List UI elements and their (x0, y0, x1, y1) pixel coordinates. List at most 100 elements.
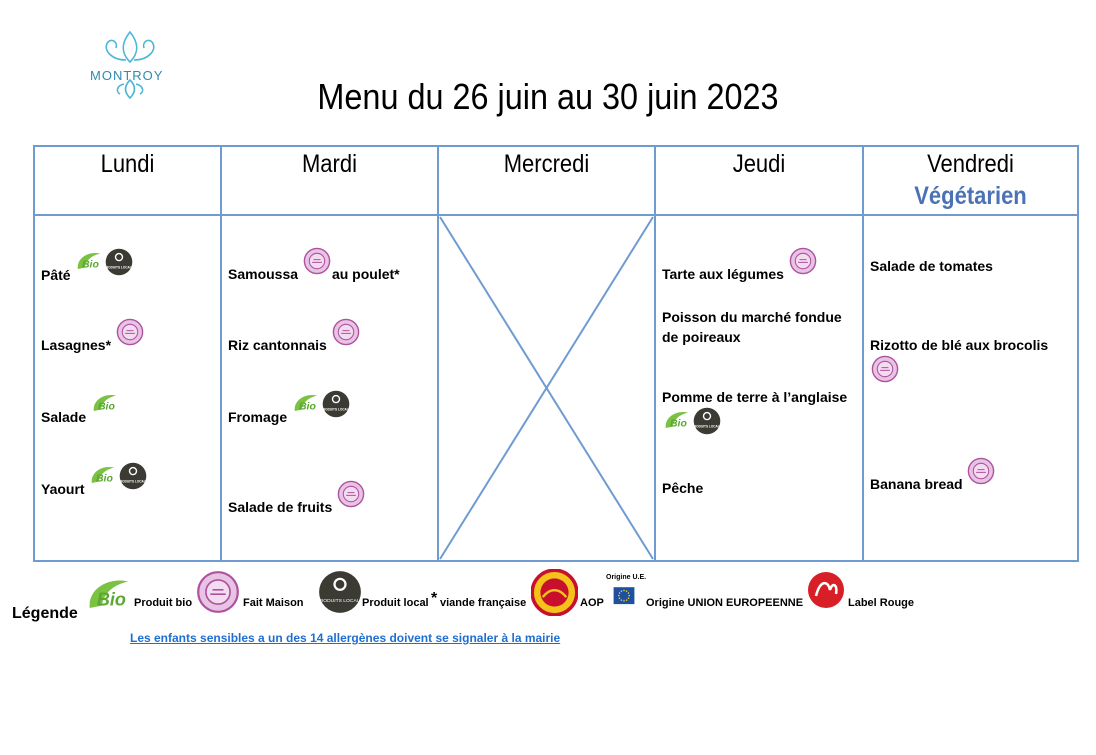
bio-icon: Bio (78, 252, 101, 271)
figure (115, 252, 124, 262)
day-name: Lundi (100, 150, 155, 178)
local-icon: PRODUITS LOCAUX (692, 407, 723, 435)
menu-item: Poisson du marché fondue de poireaux (662, 307, 856, 347)
star (620, 590, 623, 592)
day-subtitle: Végétarien (914, 182, 1027, 210)
hat (976, 469, 987, 473)
inner (121, 323, 139, 341)
table-border (33, 145, 1079, 562)
local-icon: PRODUITS LOCAUX (321, 390, 352, 418)
badge-text: Bio (96, 473, 114, 485)
disc (808, 572, 844, 608)
badge-text: Bio (97, 590, 126, 610)
hat (210, 588, 226, 596)
dish-text: Rizotto de blé aux brocolis (870, 337, 1049, 353)
label-rouge-icon (808, 572, 844, 608)
fait-maison-icon (789, 247, 817, 275)
star (618, 594, 620, 597)
day-name: Mercredi (503, 150, 590, 178)
inner (794, 252, 812, 270)
dish-text: Fromage (228, 409, 288, 425)
local-icon: PRODUITS LOCAUX (318, 571, 362, 613)
menu-item: Pêche (662, 478, 856, 498)
dish-text: Lasagnes* (41, 337, 112, 353)
hat (125, 330, 135, 334)
star (618, 597, 621, 600)
inner (205, 579, 231, 605)
star (623, 589, 625, 592)
leaf (294, 394, 318, 411)
bio-icon: Bio (665, 411, 689, 430)
fait-maison-icon (197, 571, 239, 613)
badge-text: Bio (82, 259, 100, 271)
menu-item: Riz cantonnais (228, 318, 431, 355)
leaf (665, 411, 689, 428)
hat (880, 367, 890, 371)
badge-text: PRODUITS LOCAUX (322, 407, 350, 411)
inner (308, 252, 326, 270)
day-name: Jeudi (732, 150, 786, 178)
menu-item: Salade Bio (41, 390, 214, 427)
bio-icon: Bio (92, 466, 115, 485)
badge-text: PRODUITS LOCAUX (105, 265, 133, 269)
inner (540, 578, 569, 607)
menu-item: Tarte aux légumes (662, 247, 856, 284)
fait-maison-icon (303, 247, 331, 275)
local-icon: PRODUITS LOCAUX (104, 248, 136, 276)
dish-text: Tarte aux légumes (662, 266, 784, 282)
star (625, 599, 628, 601)
disc (319, 571, 361, 613)
disc (322, 390, 350, 418)
badge-text: Bio (98, 401, 116, 413)
badge-text: Bio (299, 401, 317, 413)
hat (312, 259, 322, 263)
inner (337, 323, 354, 341)
fait-maison-icon (337, 480, 365, 508)
inner (973, 462, 990, 480)
allergen-notice[interactable]: Les enfants sensibles a un des 14 allerg… (130, 631, 561, 645)
disc (106, 248, 133, 276)
legend-title: Légende (12, 605, 78, 622)
legend-label: Origine UNION EUROPEENNE (646, 597, 804, 609)
dish-text: Pomme de terre à l’anglaise (662, 389, 848, 405)
figure (333, 577, 347, 591)
menu-item: Pâté Bio PRODUITS LOCAUX (41, 248, 214, 285)
star (625, 590, 628, 592)
logo-icon (105, 30, 155, 100)
day-name: Vendredi (927, 150, 1014, 178)
closed-cross (439, 216, 654, 560)
figure (129, 466, 138, 476)
script (814, 582, 838, 597)
leaf (92, 466, 115, 483)
legend-label: viande française (440, 597, 527, 609)
disc (120, 462, 147, 490)
menu-item: Samoussa au poulet* (228, 247, 431, 284)
aop-icon (531, 569, 578, 616)
column-rules (220, 146, 864, 561)
dish-text: Banana bread (870, 476, 963, 492)
hat (340, 330, 351, 334)
star (627, 592, 630, 594)
inner (342, 485, 360, 503)
dish-text: au poulet* (331, 266, 400, 282)
star (628, 594, 630, 597)
menu-item: Lasagnes* (41, 318, 214, 355)
title: Menu du 26 juin au 30 juin 2023 (317, 76, 779, 117)
logo-name: MONTROY (90, 68, 164, 83)
hat (346, 492, 357, 496)
menu-item: Salade de tomates (870, 256, 1071, 276)
menu-item: Salade de fruits (228, 480, 431, 517)
eu-badge-text: Origine U.E. (606, 574, 647, 581)
star (620, 599, 623, 601)
fait-maison-icon (332, 318, 359, 346)
dish-text: Yaourt (41, 481, 85, 497)
dish-text: Pâté (41, 267, 71, 283)
badge-text: PRODUITS LOCAUX (318, 598, 362, 604)
figure (331, 394, 341, 404)
legend-label: AOP (580, 597, 604, 609)
star (627, 597, 630, 600)
legend-label: Produit bio (134, 597, 193, 609)
star (618, 592, 621, 594)
